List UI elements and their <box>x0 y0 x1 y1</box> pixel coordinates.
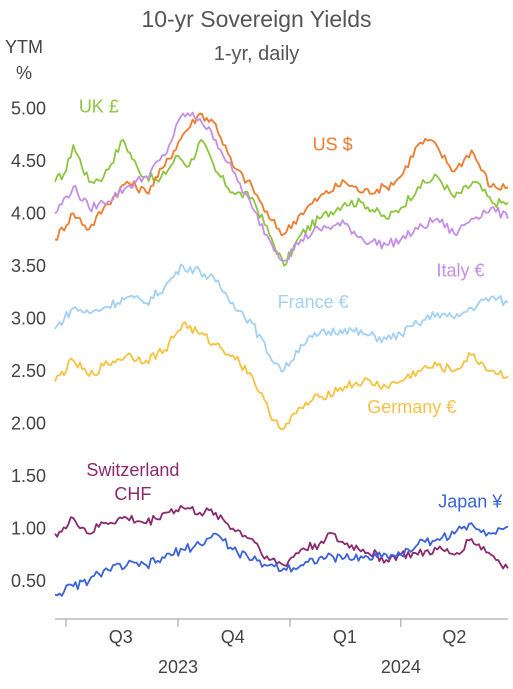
y-tick-label: 0.50 <box>11 571 46 591</box>
y-tick-label: 4.50 <box>11 151 46 171</box>
series-label: UK £ <box>79 96 119 116</box>
y-tick-label: 1.00 <box>11 518 46 538</box>
series-line-france <box>54 263 509 373</box>
chart-title: 10-yr Sovereign Yields <box>141 6 372 32</box>
x-tick-label: Q1 <box>333 627 357 647</box>
series-line-japan <box>54 522 509 597</box>
x-tick-label: Q3 <box>109 627 133 647</box>
x-year-label: 2024 <box>381 657 421 677</box>
series-label: Germany € <box>367 397 456 417</box>
y-tick-label: 3.00 <box>11 308 46 328</box>
series-line-switzerland-chf <box>54 505 509 570</box>
x-year-label: 2023 <box>158 657 198 677</box>
y-tick-label: 5.00 <box>11 98 46 118</box>
x-tick-label: Q4 <box>221 627 245 647</box>
y-axis-label: YTM % <box>5 37 43 83</box>
series-label: CHF <box>114 484 151 504</box>
series-label: France € <box>278 292 349 312</box>
series-line-germany <box>54 321 509 431</box>
y-tick-label: 4.00 <box>11 203 46 223</box>
y-tick-label: 2.00 <box>11 413 46 433</box>
y-tick-label: 3.50 <box>11 256 46 276</box>
x-tick-label: Q2 <box>442 627 466 647</box>
chart-subtitle: 1-yr, daily <box>213 43 300 65</box>
y-tick-label: 1.50 <box>11 466 46 486</box>
series-label: US $ <box>313 134 353 154</box>
series-line-uk <box>54 138 509 267</box>
series-label: Japan ¥ <box>438 491 503 511</box>
series-line-italy <box>54 111 509 262</box>
series-line-us <box>54 112 509 241</box>
series-label: Switzerland <box>86 460 179 480</box>
series-label: Italy € <box>436 260 484 280</box>
y-tick-label: 2.50 <box>11 361 46 381</box>
